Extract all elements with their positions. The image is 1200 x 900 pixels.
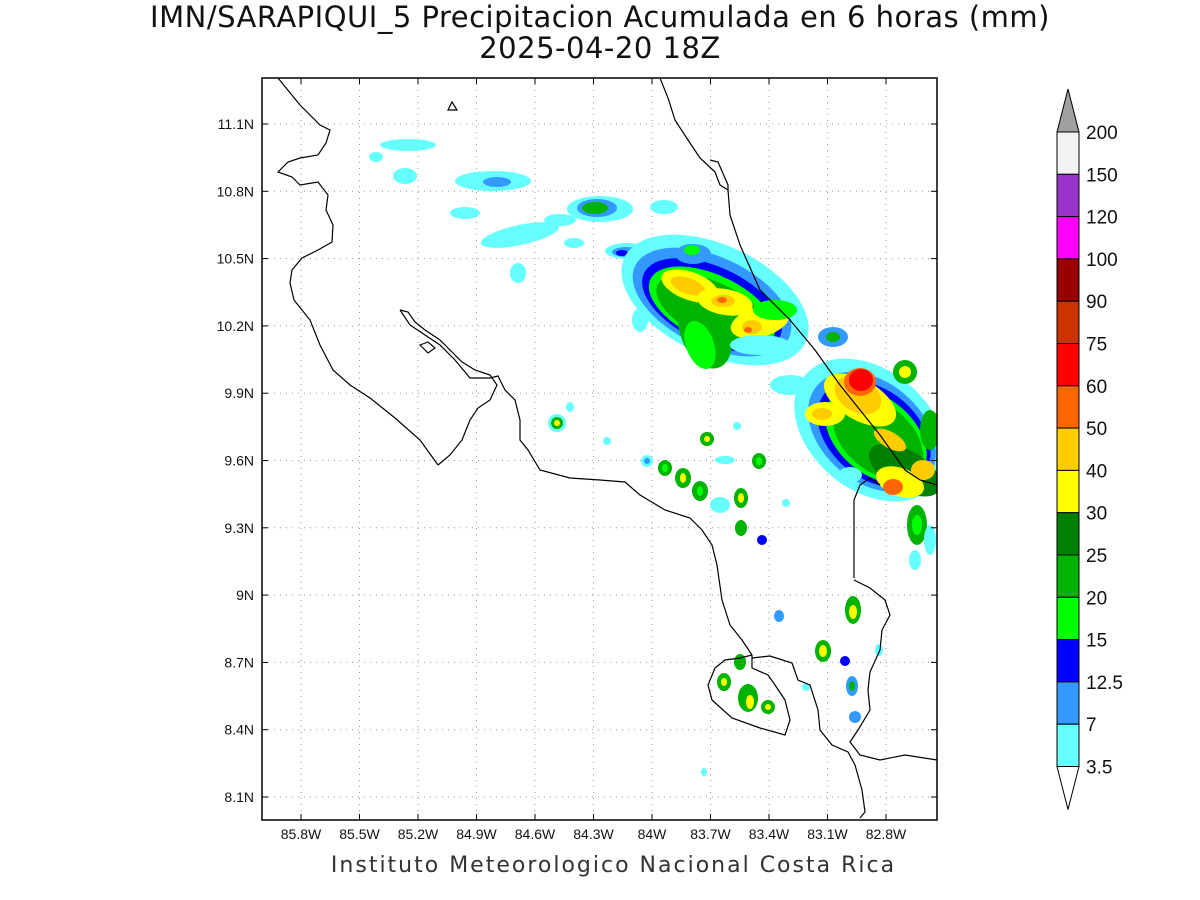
credit-text: Instituto Meteorologico Nacional Costa R…	[330, 853, 897, 878]
lon-tick-label: 83.7W	[690, 826, 731, 842]
legend-swatch	[1056, 258, 1080, 302]
caribbean-coast	[659, 78, 937, 486]
legend-label: 15	[1086, 631, 1107, 652]
legend-swatch	[1056, 427, 1080, 471]
legend-swatch	[1056, 596, 1080, 641]
color-legend: 200 150 120 100 90 75 60 50 40 30 25 20 15 12.5 7 3.5	[1056, 88, 1123, 810]
legend-swatch	[1056, 300, 1080, 345]
legend-swatch	[1056, 723, 1080, 768]
rain-area-limon	[770, 327, 937, 570]
legend-swatch	[1056, 385, 1080, 429]
lon-tick-label: 84.3W	[573, 826, 614, 842]
legend-label: 20	[1086, 588, 1107, 609]
legend-label: 7	[1086, 715, 1097, 736]
legend-swatch	[1056, 554, 1080, 598]
axis-ticks	[262, 78, 937, 820]
gulf-of-nicoya-coast	[399, 309, 753, 656]
golfo-dulce-coast	[751, 655, 866, 819]
rain-area-north	[369, 139, 678, 283]
legend-swatch	[1056, 512, 1080, 556]
lon-tick-label: 85.2W	[398, 826, 439, 842]
legend-swatch	[1056, 131, 1080, 175]
lat-tick-label: 9N	[236, 587, 254, 603]
inland-feature	[709, 159, 729, 192]
lat-tick-label: 10.5N	[217, 251, 254, 267]
legend-swatch	[1056, 216, 1080, 260]
lat-tick-label: 9.3N	[224, 520, 254, 536]
legend-swatch	[1056, 681, 1080, 725]
nicaragua-border	[276, 78, 439, 466]
lon-tick-label: 85.8W	[281, 826, 322, 842]
lat-tick-label: 11.1N	[218, 116, 254, 132]
rain-area-caribbean-slope	[621, 234, 809, 369]
panama-border	[853, 477, 881, 578]
legend-label: 100	[1086, 250, 1118, 271]
lon-tick-label: 84.9W	[456, 826, 497, 842]
lon-tick-label: 83.4W	[749, 826, 790, 842]
legend-label: 40	[1086, 461, 1107, 482]
legend-label: 12.5	[1086, 673, 1123, 694]
lat-tick-label: 8.4N	[224, 722, 254, 738]
lat-tick-label: 9.6N	[224, 453, 254, 469]
nicoya-island	[418, 341, 436, 354]
rain-cells-scattered	[548, 402, 883, 776]
map-title: IMN/SARAPIQUI_5 Precipitacion Acumulada …	[0, 2, 1200, 64]
lon-tick-label: 84W	[638, 826, 668, 842]
lon-tick-label: 83.1W	[807, 826, 848, 842]
legend-label: 60	[1086, 377, 1107, 398]
precipitation-field	[369, 139, 937, 776]
legend-label: 30	[1086, 504, 1107, 525]
legend-label: 90	[1086, 292, 1107, 313]
legend-overflow-triangle	[1056, 88, 1080, 133]
lon-tick-label: 82.8W	[866, 826, 907, 842]
legend-label: 200	[1086, 123, 1118, 144]
title-line-2: 2025-04-20 18Z	[479, 31, 721, 65]
osa-peninsula	[707, 654, 791, 736]
legend-label: 120	[1086, 208, 1118, 229]
coastline	[276, 78, 937, 819]
axis-labels: 85.8W 85.5W 85.2W 84.9W 84.6W 84.3W 84W 83.7W 83…	[217, 116, 907, 842]
lat-tick-label: 8.1N	[224, 789, 254, 805]
legend-underflow-triangle	[1056, 766, 1080, 810]
lat-tick-label: 8.7N	[224, 654, 254, 670]
lake-fragment	[447, 100, 459, 111]
legend-swatch	[1056, 639, 1080, 683]
nicoya-peninsula-coast	[399, 309, 498, 466]
lat-tick-label: 10.2N	[217, 318, 254, 334]
legend-label: 3.5	[1086, 758, 1112, 779]
legend-label: 75	[1086, 335, 1107, 356]
punta-burica	[849, 579, 937, 761]
legend-swatch	[1056, 469, 1080, 514]
legend-label: 150	[1086, 165, 1118, 186]
lat-tick-label: 9.9N	[224, 385, 254, 401]
legend-swatch	[1056, 173, 1080, 218]
title-line-1: IMN/SARAPIQUI_5 Precipitacion Acumulada …	[150, 0, 1050, 34]
legend-swatch	[1056, 343, 1080, 387]
legend-label: 50	[1086, 419, 1107, 440]
legend-label: 25	[1086, 546, 1107, 567]
lat-tick-label: 10.8N	[217, 183, 254, 199]
lon-tick-label: 84.6W	[515, 826, 556, 842]
lon-tick-label: 85.5W	[339, 826, 380, 842]
map-frame	[261, 77, 938, 821]
